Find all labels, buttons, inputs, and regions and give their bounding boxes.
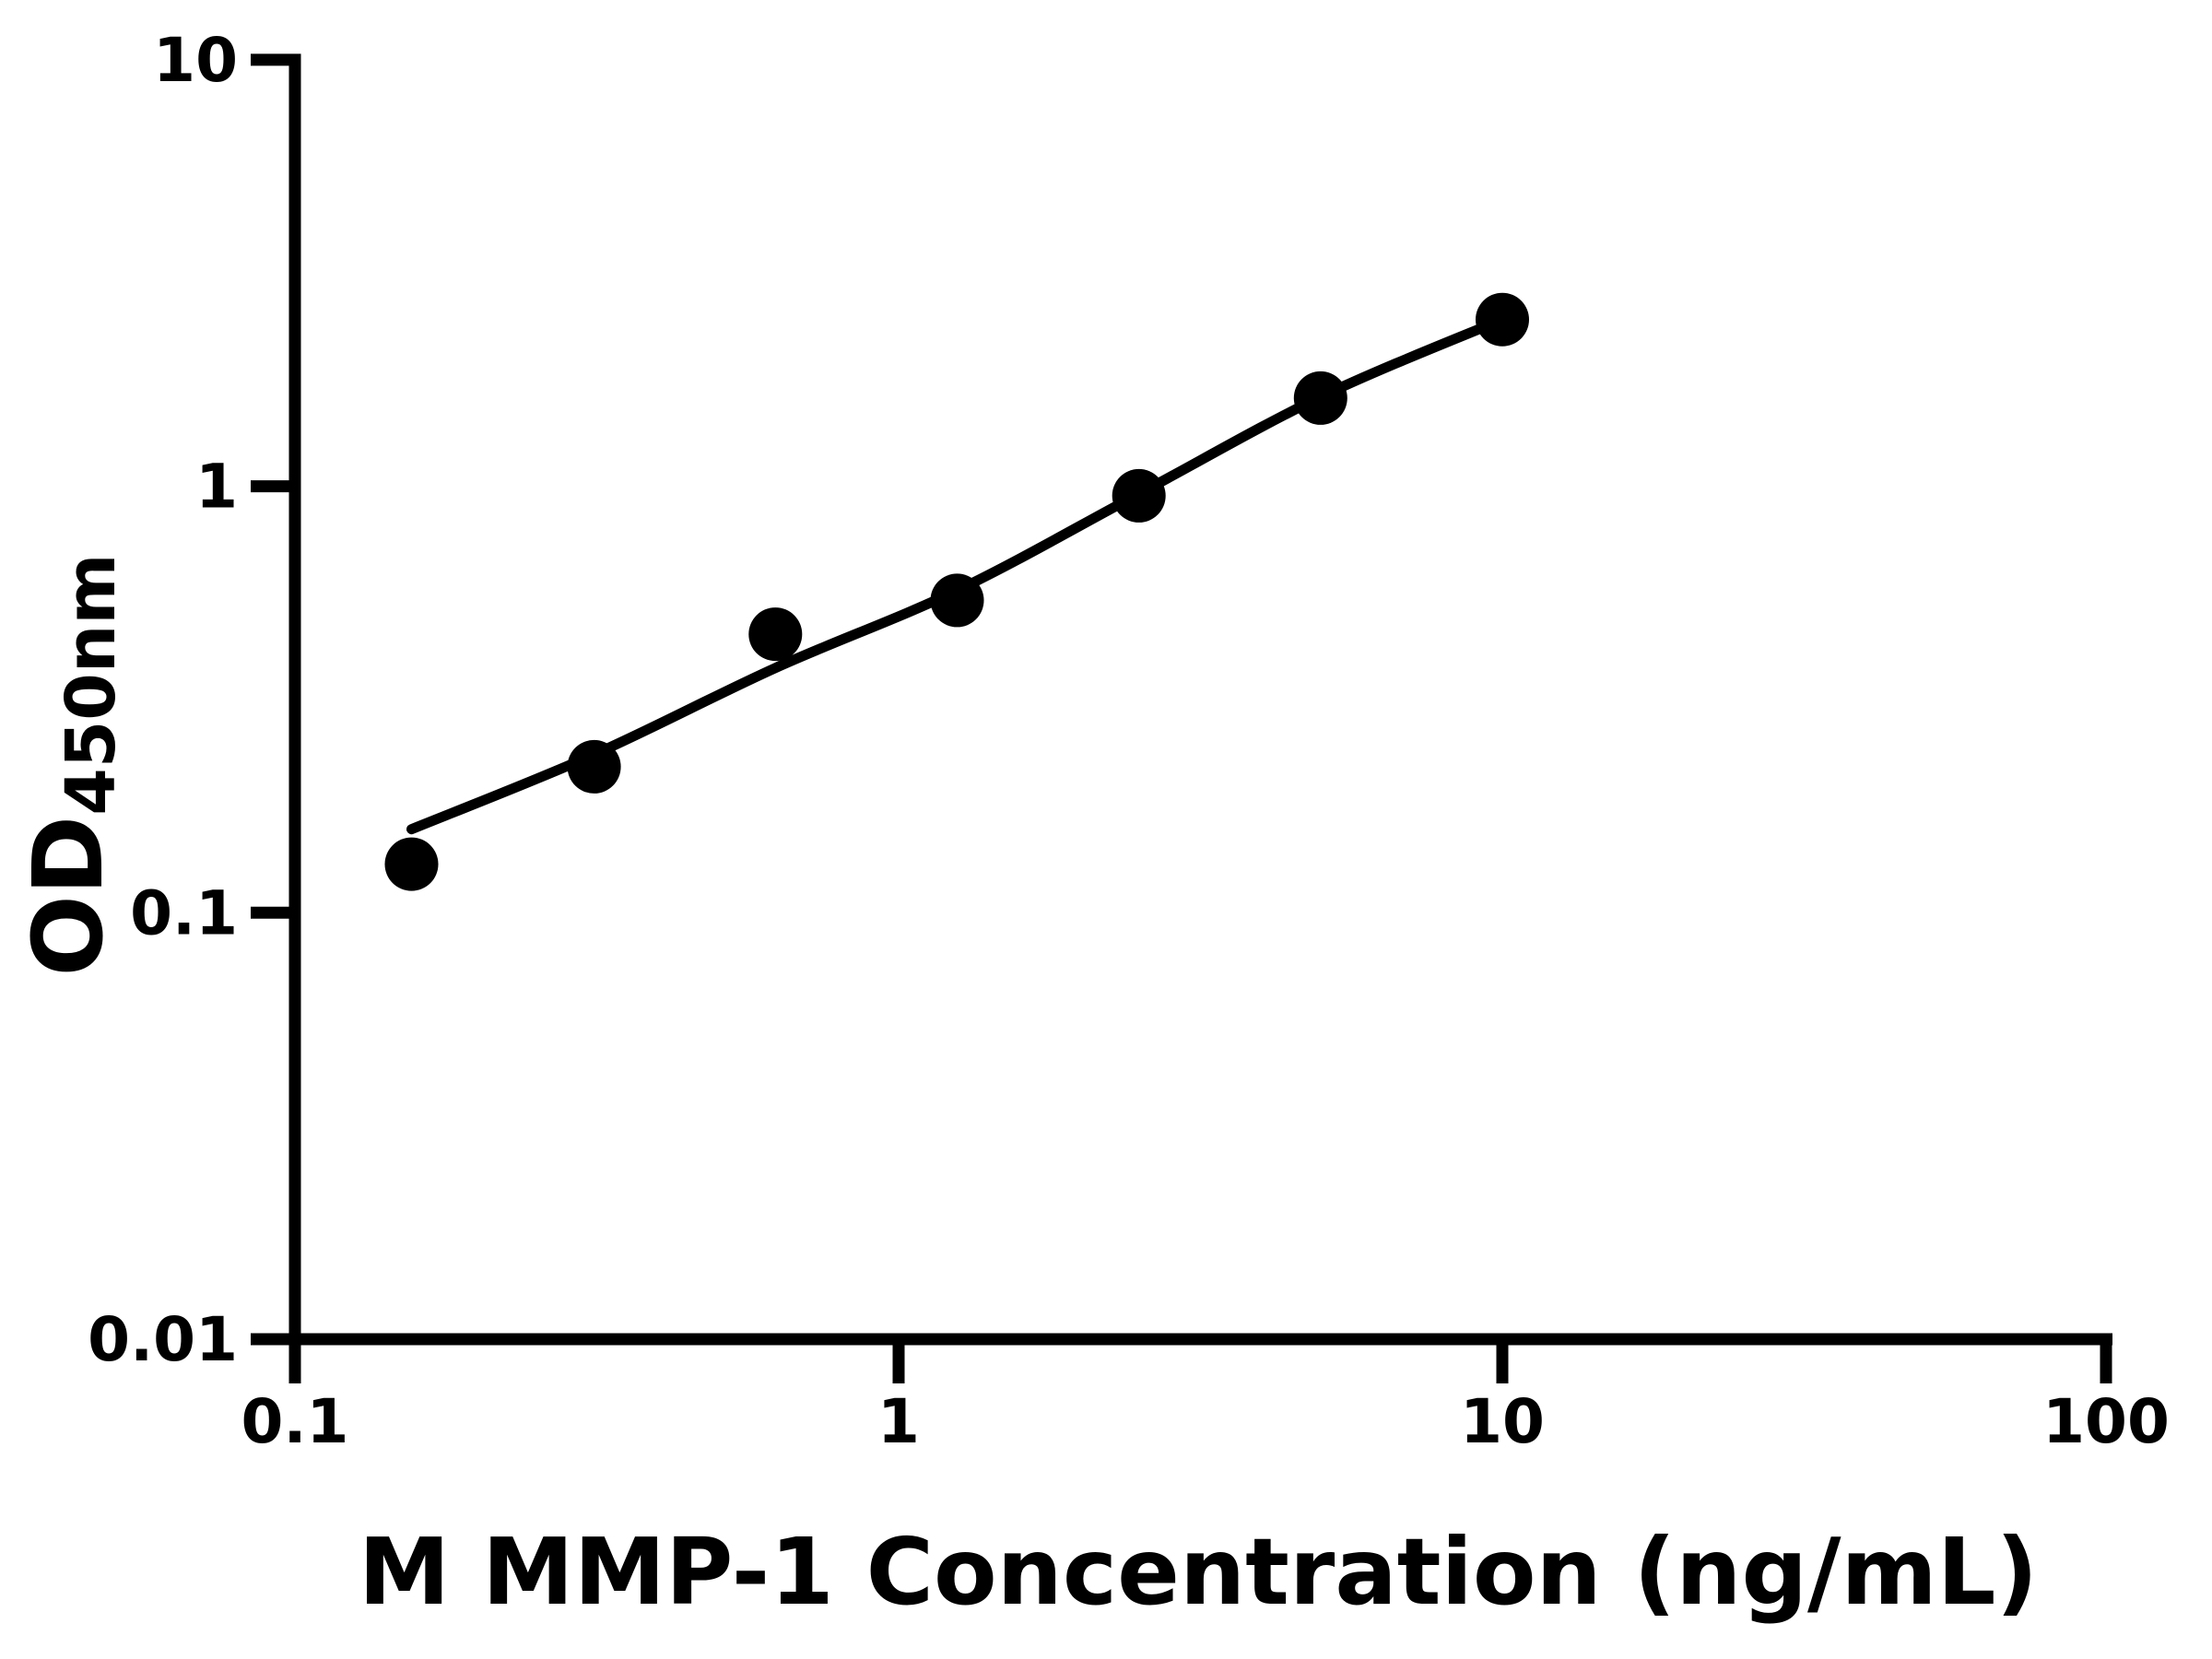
data-point — [567, 739, 621, 794]
axes-and-ticks — [251, 53, 2112, 1383]
y-axis-title-main: OD — [12, 816, 124, 977]
x-tick-label: 10 — [1460, 1386, 1545, 1457]
data-points — [384, 292, 1529, 891]
data-point — [748, 607, 803, 662]
y-tick-label: 1 — [195, 452, 238, 523]
x-tick-label: 1 — [877, 1386, 920, 1457]
x-tick-labels: 0.1 1 10 100 — [241, 1386, 2170, 1457]
y-tick-label: 0.1 — [130, 877, 238, 948]
data-point — [1476, 292, 1529, 347]
data-point — [1112, 468, 1166, 523]
y-axis-title: OD450nm — [12, 553, 131, 976]
y-tick-label: 10 — [153, 25, 238, 96]
data-point — [1293, 371, 1347, 425]
data-point — [384, 837, 439, 891]
data-point — [930, 573, 984, 628]
y-axis-title-sub-450nm: 450nm — [52, 553, 131, 815]
y-tick-labels: 10 1 0.1 0.01 — [88, 25, 238, 1375]
x-axis-title: M MMP-1 Concentration (ng/mL) — [359, 1518, 2038, 1626]
x-tick-label: 100 — [2042, 1386, 2170, 1457]
x-tick-label: 0.1 — [241, 1386, 349, 1457]
y-tick-label: 0.01 — [88, 1304, 238, 1375]
